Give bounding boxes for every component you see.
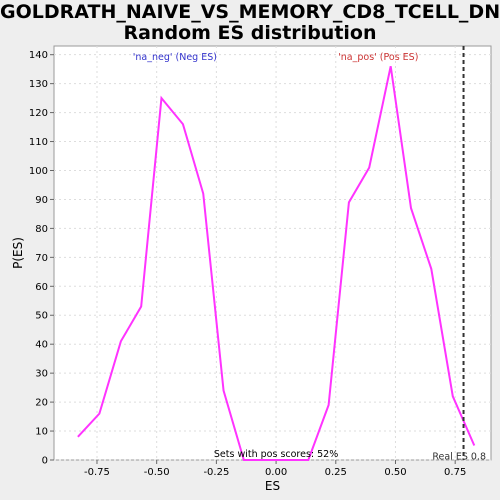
x-axis-label: ES [265,479,280,493]
plot-background [53,45,492,461]
y-tick-label: 0 [42,456,48,467]
y-tick-label: 40 [35,340,48,351]
x-tick-label: -0.50 [144,467,170,478]
y-tick-label: 110 [29,137,48,148]
x-tick-label: 0.25 [325,467,347,478]
y-tick-label: 80 [35,224,48,235]
y-tick-label: 90 [35,195,48,206]
pos-share-label: Sets with pos scores: 52% [214,449,338,460]
x-axis: -0.75 -0.50 -0.25 0.00 0.25 0.50 0.75 [84,460,466,478]
y-tick-label: 120 [29,108,48,119]
y-tick-label: 50 [35,311,48,322]
y-tick-label: 130 [29,79,48,90]
y-tick-label: 140 [29,50,48,61]
y-axis: 0 10 20 30 40 50 60 70 80 90 100 110 120 130 140 [29,50,54,467]
grid [54,46,491,461]
y-axis-label: P(ES) [11,237,25,269]
y-tick-label: 60 [35,282,48,293]
x-tick-label: -0.25 [203,467,229,478]
x-tick-label: 0.75 [444,467,466,478]
y-tick-label: 70 [35,253,48,264]
y-tick-label: 20 [35,398,48,409]
chart-title-line2: Random ES distribution [123,22,377,44]
chart-title-line1: GOLDRATH_NAIVE_VS_MEMORY_CD8_TCELL_DN: [0,1,500,23]
y-tick-label: 10 [35,427,48,438]
x-tick-label: 0.00 [265,467,287,478]
neg-es-label: 'na_neg' (Neg ES) [133,52,217,63]
pos-es-label: 'na_pos' (Pos ES) [338,52,418,63]
y-tick-label: 100 [29,166,48,177]
x-tick-label: 0.50 [384,467,406,478]
x-tick-label: -0.75 [84,467,110,478]
y-tick-label: 30 [35,369,48,380]
real-es-label: Real ES 0.8 [432,452,486,463]
es-distribution-line [77,66,476,461]
